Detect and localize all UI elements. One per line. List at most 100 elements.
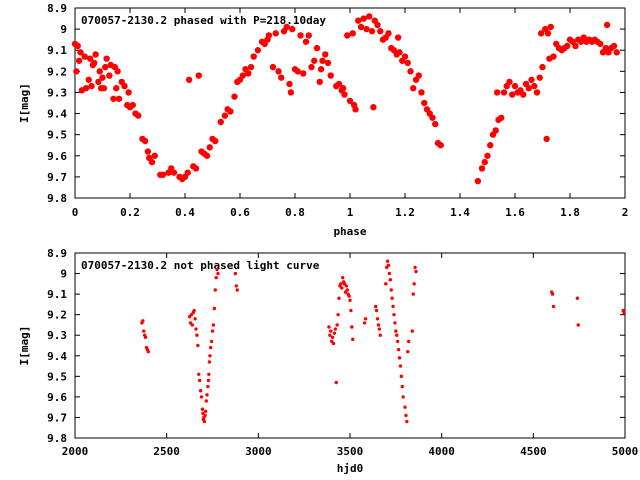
data-point (287, 89, 295, 96)
data-point (575, 296, 580, 300)
data-point (205, 393, 209, 397)
data-point (211, 323, 216, 327)
data-point (327, 72, 334, 79)
data-point (146, 349, 151, 354)
data-point (233, 271, 238, 276)
data-point (114, 68, 121, 75)
data-point (75, 57, 83, 64)
data-point (81, 53, 88, 60)
data-point (388, 278, 393, 282)
data-point (170, 169, 178, 176)
data-point (401, 53, 409, 60)
data-point (385, 30, 392, 37)
data-point (429, 114, 436, 121)
data-point (192, 308, 196, 313)
x-tick-label: 1.6 (505, 206, 525, 219)
data-point (215, 267, 219, 272)
data-point (322, 51, 329, 58)
x-tick-label: 0.6 (230, 206, 250, 219)
data-point (148, 158, 156, 166)
data-point (432, 120, 439, 128)
data-point (311, 57, 318, 64)
data-point (332, 331, 337, 335)
data-point (395, 339, 400, 344)
data-point (91, 59, 98, 67)
data-point (544, 30, 552, 37)
data-point (330, 335, 335, 339)
y-tick-label: 9.1 (47, 44, 67, 57)
data-point (194, 327, 198, 331)
x-tick-label: 2 (622, 206, 629, 219)
data-point (196, 343, 200, 348)
data-point (265, 32, 273, 39)
data-point (366, 13, 373, 20)
data-point (536, 74, 543, 81)
data-point (206, 384, 210, 389)
y-tick-label: 9.6 (47, 150, 67, 163)
data-point (199, 395, 204, 399)
data-point (335, 323, 339, 327)
y-tick-label: 9.7 (47, 171, 67, 184)
data-point (202, 419, 207, 424)
data-point (398, 364, 403, 368)
data-point (214, 275, 218, 280)
data-point (100, 85, 108, 92)
data-point (368, 28, 376, 35)
data-point (208, 345, 213, 350)
data-point (135, 112, 142, 119)
x-tick-label: 1.8 (560, 206, 580, 219)
data-point (396, 49, 403, 56)
data-point (159, 171, 167, 178)
y-tick-label: 9.5 (47, 370, 67, 383)
data-point (406, 349, 410, 354)
y-tick-label: 9.5 (47, 129, 67, 142)
data-point (213, 288, 217, 292)
data-point (406, 339, 411, 344)
data-point (297, 32, 304, 39)
data-point (520, 91, 527, 98)
data-point (217, 118, 224, 126)
data-point (511, 82, 519, 90)
data-point (115, 95, 123, 102)
x-tick-label: 0 (72, 206, 79, 219)
data-point (269, 63, 277, 71)
data-point (300, 70, 307, 77)
data-series (71, 13, 620, 185)
data-point (349, 30, 356, 37)
x-tick-label: 0.2 (120, 206, 140, 219)
y-tick-label: 9.1 (47, 288, 67, 301)
data-point (492, 127, 499, 134)
data-point (227, 108, 234, 115)
data-point (102, 63, 109, 71)
data-point (334, 380, 338, 385)
data-point (195, 333, 199, 337)
data-point (362, 321, 367, 325)
data-point (193, 317, 197, 321)
data-point (85, 76, 92, 83)
data-point (73, 68, 80, 75)
data-point (603, 21, 611, 29)
data-point (350, 325, 354, 329)
data-point (197, 372, 201, 376)
plot-frame (74, 252, 626, 439)
data-point (278, 74, 285, 81)
data-point (355, 17, 362, 24)
data-point (357, 23, 365, 31)
data-point (144, 148, 152, 155)
data-point (387, 271, 392, 276)
data-point (404, 59, 411, 67)
data-point (410, 85, 417, 92)
data-point (414, 269, 418, 274)
data-point (551, 304, 556, 309)
data-point (394, 329, 398, 333)
data-point (550, 292, 555, 296)
data-point (341, 91, 348, 98)
chart-title: 070057-2130.2 phased with P=218.10day (81, 14, 326, 27)
data-point (622, 310, 626, 315)
data-point (572, 42, 579, 50)
data-point (203, 413, 207, 418)
data-point (113, 85, 120, 92)
x-tick-label: 2500 (153, 445, 180, 458)
data-point (206, 144, 213, 151)
y-tick-label: 9.3 (47, 329, 67, 342)
